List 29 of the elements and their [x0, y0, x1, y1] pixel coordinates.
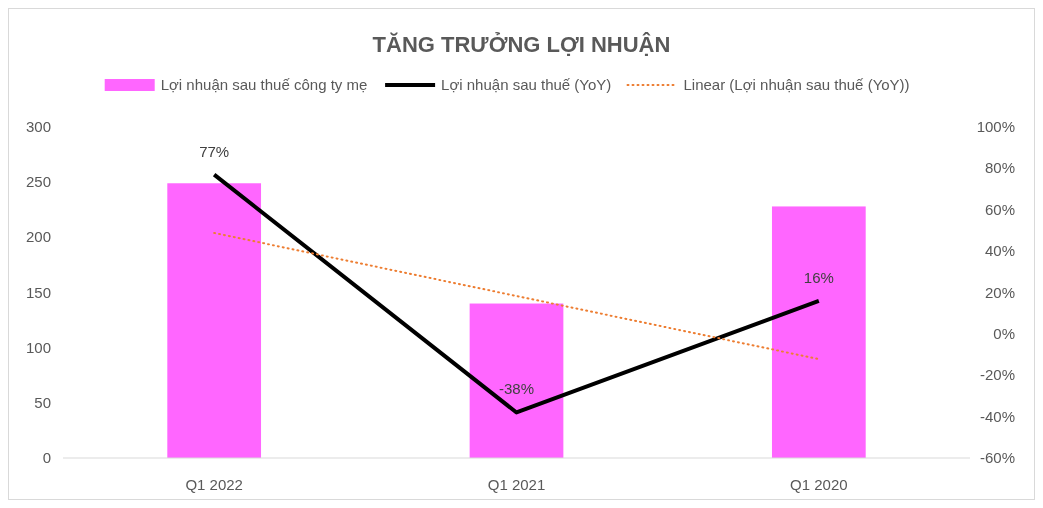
y-tick-label: 200 [25, 228, 51, 246]
y-tick-label: 0 [42, 449, 51, 466]
bar [167, 183, 262, 458]
data-label: -38% [498, 380, 535, 398]
x-tick-label: Q1 2020 [790, 476, 848, 493]
y2-tick-label: -40% [979, 407, 1015, 425]
legend-label: Linear (Lợi nhuận sau thuế (YoY)) [683, 76, 910, 93]
y2-tick-label: 20% [984, 283, 1015, 301]
y-tick-label: 100 [25, 338, 51, 356]
x-tick-label: Q1 2021 [487, 476, 546, 493]
y2-tick-label: 80% [984, 159, 1015, 177]
x-tick-label: Q1 2022 [185, 476, 243, 493]
y2-tick-label: 40% [984, 242, 1015, 260]
y-tick-label: 50 [34, 393, 51, 411]
y-tick-label: 150 [25, 283, 51, 301]
y-tick-label: 300 [25, 118, 51, 135]
legend-label: Lợi nhuận sau thuế công ty mẹ [160, 76, 368, 93]
y2-tick-label: 100% [976, 118, 1015, 135]
y2-tick-label: -20% [979, 366, 1015, 384]
y-tick-label: 250 [25, 173, 51, 191]
bar [469, 303, 564, 458]
y2-tick-label: -60% [979, 449, 1015, 466]
legend-label: Lợi nhuận sau thuế (YoY) [441, 76, 612, 93]
data-label: 77% [199, 142, 230, 160]
y2-tick-label: 60% [984, 200, 1015, 218]
bar [771, 206, 866, 458]
y2-tick-label: 0% [993, 324, 1015, 342]
data-label: 16% [803, 268, 834, 286]
chart-title: TĂNG TRƯỞNG LỢI NHUẬN [372, 32, 671, 57]
